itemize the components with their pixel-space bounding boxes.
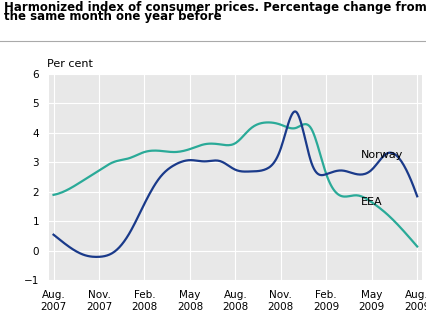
Text: EEA: EEA bbox=[361, 197, 383, 207]
Text: the same month one year before: the same month one year before bbox=[4, 10, 222, 24]
Text: Harmonized index of consumer prices. Percentage change from: Harmonized index of consumer prices. Per… bbox=[4, 1, 426, 14]
Text: Per cent: Per cent bbox=[47, 59, 93, 69]
Text: Norway: Norway bbox=[361, 150, 403, 160]
